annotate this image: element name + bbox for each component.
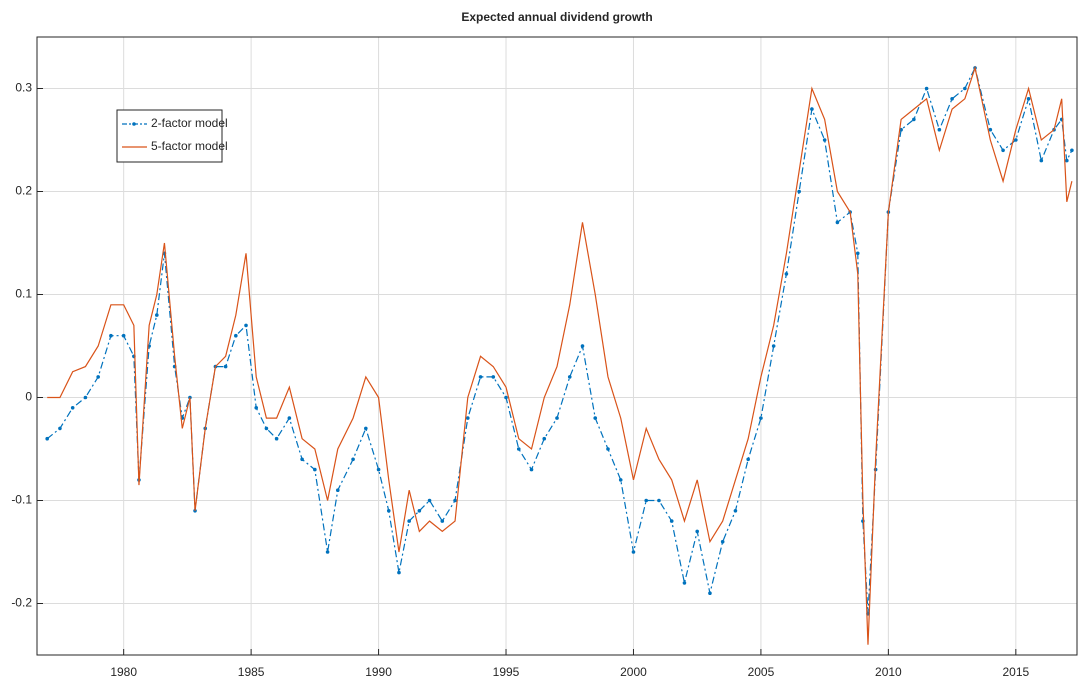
marker bbox=[720, 539, 725, 544]
marker bbox=[746, 457, 750, 462]
marker bbox=[58, 426, 62, 431]
y-tick-label: 0.1 bbox=[15, 287, 32, 301]
plot-border bbox=[36, 36, 1078, 656]
marker bbox=[121, 333, 126, 338]
marker bbox=[465, 416, 470, 420]
marker bbox=[1070, 148, 1074, 153]
marker bbox=[223, 364, 228, 369]
marker bbox=[771, 344, 776, 348]
marker bbox=[287, 416, 292, 420]
marker bbox=[937, 127, 942, 132]
y-tick-label: -0.2 bbox=[11, 596, 32, 610]
marker bbox=[1014, 138, 1018, 142]
marker bbox=[234, 333, 238, 338]
marker bbox=[440, 519, 445, 523]
marker bbox=[335, 488, 340, 493]
x-tick-label: 1995 bbox=[493, 665, 520, 679]
marker bbox=[835, 220, 840, 225]
marker bbox=[155, 313, 159, 317]
x-tick-label: 2000 bbox=[620, 665, 647, 679]
marker bbox=[695, 529, 699, 534]
marker bbox=[417, 509, 422, 513]
marker bbox=[1039, 158, 1044, 163]
marker bbox=[708, 591, 712, 595]
legend-box bbox=[116, 109, 223, 163]
x-tick-label: 2010 bbox=[875, 665, 902, 679]
series-line bbox=[47, 65, 1073, 645]
marker bbox=[96, 375, 100, 379]
marker bbox=[351, 457, 355, 462]
x-tick-label: 1985 bbox=[238, 665, 265, 679]
marker bbox=[300, 457, 304, 462]
marker bbox=[516, 447, 521, 451]
legend-marker bbox=[132, 122, 136, 126]
marker bbox=[542, 436, 547, 441]
y-tick-label: 0 bbox=[25, 390, 32, 404]
marker bbox=[504, 395, 508, 400]
y-tick-label: -0.1 bbox=[11, 493, 32, 507]
marker bbox=[386, 509, 391, 513]
marker bbox=[618, 478, 623, 482]
marker bbox=[109, 333, 113, 338]
marker bbox=[407, 519, 411, 523]
marker bbox=[855, 251, 860, 256]
marker bbox=[376, 467, 381, 472]
marker bbox=[733, 509, 738, 513]
chart-title: Expected annual dividend growth bbox=[461, 10, 652, 24]
marker bbox=[580, 344, 585, 348]
marker bbox=[924, 86, 929, 91]
marker bbox=[963, 86, 967, 91]
marker bbox=[397, 570, 401, 575]
marker bbox=[631, 550, 636, 554]
marker bbox=[1001, 148, 1005, 153]
x-tick-label: 2015 bbox=[1002, 665, 1029, 679]
marker bbox=[529, 467, 534, 472]
marker bbox=[70, 406, 75, 410]
marker bbox=[657, 498, 661, 503]
marker bbox=[453, 498, 457, 503]
marker bbox=[555, 416, 559, 420]
marker bbox=[1026, 97, 1031, 101]
legend-label: 5-factor model bbox=[151, 139, 228, 153]
marker bbox=[682, 581, 687, 585]
marker bbox=[784, 272, 789, 276]
y-tick-label: 0.2 bbox=[15, 184, 32, 198]
marker bbox=[364, 426, 368, 431]
marker bbox=[491, 375, 496, 379]
marker bbox=[810, 107, 814, 111]
legend-label: 2-factor model bbox=[151, 116, 228, 130]
marker bbox=[759, 416, 763, 420]
marker bbox=[254, 406, 259, 410]
marker bbox=[274, 436, 279, 441]
marker bbox=[45, 436, 49, 441]
x-tick-label: 1980 bbox=[110, 665, 137, 679]
x-tick-label: 2005 bbox=[748, 665, 775, 679]
marker bbox=[822, 138, 827, 142]
marker bbox=[325, 550, 330, 554]
marker bbox=[797, 189, 801, 194]
marker bbox=[567, 375, 572, 379]
marker bbox=[669, 519, 674, 523]
marker bbox=[1065, 158, 1069, 163]
marker bbox=[950, 97, 954, 101]
marker bbox=[313, 467, 317, 472]
marker bbox=[478, 375, 483, 379]
marker bbox=[264, 426, 269, 431]
x-tick-label: 1990 bbox=[365, 665, 392, 679]
y-tick-label: 0.3 bbox=[15, 81, 32, 95]
marker bbox=[988, 127, 993, 132]
marker bbox=[427, 498, 432, 503]
marker bbox=[644, 498, 649, 503]
marker bbox=[83, 395, 88, 400]
marker bbox=[912, 117, 916, 122]
marker bbox=[606, 447, 610, 451]
marker bbox=[244, 323, 248, 328]
marker bbox=[593, 416, 598, 420]
